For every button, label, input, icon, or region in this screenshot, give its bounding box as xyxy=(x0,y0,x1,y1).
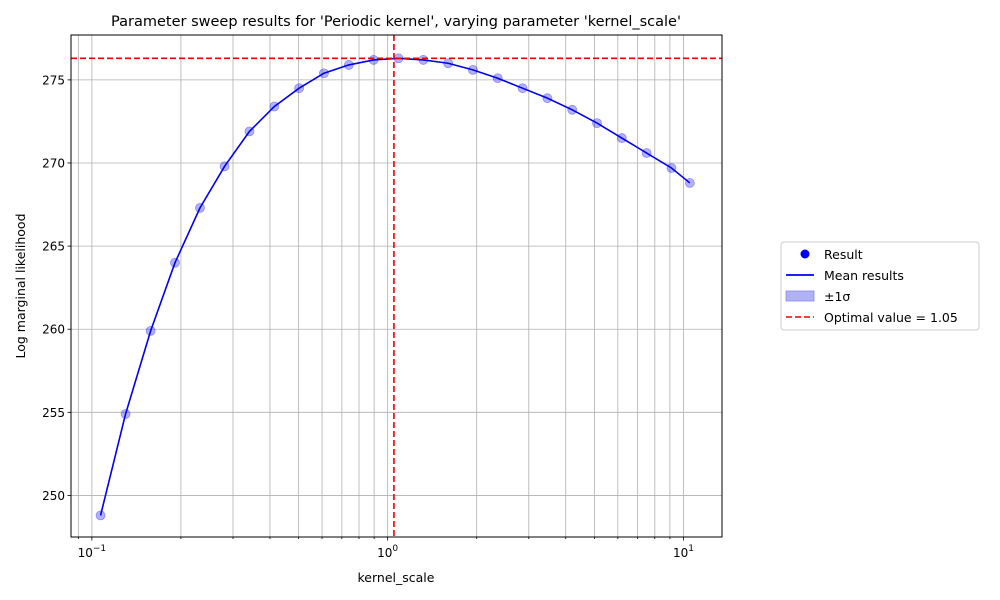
result-point xyxy=(368,55,379,65)
result-point xyxy=(343,60,354,70)
legend-result-label: Result xyxy=(824,247,863,262)
x-tick-label: 10−1 xyxy=(78,544,107,560)
mean-results-line xyxy=(99,57,691,516)
y-tick-label: 265 xyxy=(42,240,65,254)
result-point xyxy=(319,68,329,79)
x-tick-label: 101 xyxy=(673,544,694,560)
result-point xyxy=(120,409,131,419)
result-point xyxy=(567,104,578,115)
grid xyxy=(71,35,722,537)
plot-marks xyxy=(71,35,722,537)
y-tick-label: 260 xyxy=(42,323,65,337)
result-point xyxy=(294,83,305,94)
result-point xyxy=(443,58,454,69)
plot-frame xyxy=(70,34,723,538)
y-tick-label: 270 xyxy=(42,156,65,170)
result-point xyxy=(195,202,205,213)
result-point xyxy=(145,325,156,336)
result-point xyxy=(269,101,280,112)
chart-title: Parameter sweep results for 'Periodic ke… xyxy=(111,14,681,30)
result-point xyxy=(219,161,230,172)
y-axis-label: Log marginal likelihood xyxy=(13,213,28,358)
result-point xyxy=(542,93,553,104)
result-point xyxy=(592,118,602,128)
result-point xyxy=(517,83,528,94)
x-axis-label: kernel_scale xyxy=(358,570,435,585)
result-point xyxy=(492,73,503,84)
legend-band-swatch xyxy=(785,290,815,302)
result-point xyxy=(468,65,478,75)
legend-result-marker xyxy=(800,249,810,259)
result-point xyxy=(418,55,429,65)
y-axis-ticks: 250 255 260 265 270 275 xyxy=(42,73,71,503)
result-point xyxy=(244,126,255,137)
y-tick-label: 275 xyxy=(42,73,65,87)
result-point xyxy=(170,257,180,268)
y-tick-label: 250 xyxy=(42,489,65,503)
legend-optimal-label: Optimal value = 1.05 xyxy=(824,310,958,325)
legend-mean-label: Mean results xyxy=(824,268,904,283)
legend: Result Mean results ±1σ Optimal value = … xyxy=(780,241,980,331)
legend-band-label: ±1σ xyxy=(824,289,850,304)
result-point xyxy=(641,148,652,158)
x-tick-label: 100 xyxy=(377,544,398,560)
result-point xyxy=(616,133,627,143)
legend-frame xyxy=(780,241,980,331)
y-tick-label: 255 xyxy=(42,406,65,420)
result-point xyxy=(684,178,695,188)
x-axis-ticks: 10−1 100 101 xyxy=(78,537,694,560)
result-point xyxy=(95,510,106,521)
result-point xyxy=(666,163,677,173)
